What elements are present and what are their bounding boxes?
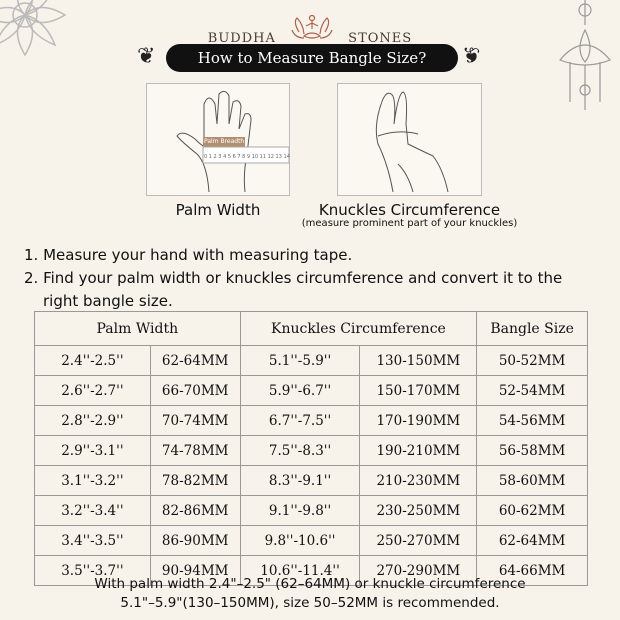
header-bangle-size: Bangle Size: [476, 311, 588, 346]
page-title: How to Measure Bangle Size?: [166, 44, 458, 72]
size-table: Palm Width Knuckles Circumference Bangle…: [34, 311, 588, 586]
table-cell: 3.4''-3.5'': [34, 525, 151, 556]
knuckles-hand-illustration: [375, 91, 449, 193]
table-cell: 150-170MM: [359, 375, 478, 406]
table-cell: 3.2''-3.4'': [34, 495, 151, 526]
left-swirl-ornament: ❦: [137, 44, 156, 69]
table-cell: 60-62MM: [476, 495, 588, 526]
instructions: 1. Measure your hand with measuring tape…: [24, 244, 562, 313]
table-cell: 250-270MM: [359, 525, 478, 556]
table-cell: 230-250MM: [359, 495, 478, 526]
knuckles-subcaption: (measure prominent part of your knuckles…: [301, 218, 518, 229]
brand-left-text: BUDDHA: [207, 31, 276, 46]
table-cell: 7.5''-8.3'': [239, 435, 361, 466]
table-cell: 210-230MM: [359, 465, 478, 496]
table-row: 2.8''-2.9'' 70-74MM 6.7''-7.5'' 170-190MM 54…: [34, 405, 588, 436]
table-cell: 50-52MM: [476, 345, 588, 376]
table-cell: 70-74MM: [149, 405, 241, 436]
palm-hand-illustration: [176, 90, 290, 193]
lotus-mandala-decoration: [0, 0, 67, 57]
header-palm-width: Palm Width: [34, 311, 241, 346]
table-cell: 10.6''-11.4'': [239, 555, 361, 586]
palm-width-image: Palm Breadth 0 1 2 3 4 5 6 7 8 9 10 11 1…: [146, 83, 290, 196]
meditating-lotus-icon: [291, 14, 333, 39]
table-row: 3.2''-3.4'' 82-86MM 9.1''-9.8'' 230-250MM 60…: [34, 495, 588, 526]
note-line-1: With palm width 2.4"–2.5" (62–64MM) or k…: [94, 576, 526, 592]
table-cell: 90-94MM: [149, 555, 241, 586]
table-cell: 74-78MM: [149, 435, 241, 466]
table-row: 2.4''-2.5'' 62-64MM 5.1''-5.9'' 130-150MM 50…: [34, 345, 588, 376]
table-cell: 58-60MM: [476, 465, 588, 496]
brand-logo: BUDDHA STONES: [0, 12, 620, 46]
table-cell: 5.9''-6.7'': [239, 375, 361, 406]
table-cell: 9.8''-10.6'': [239, 525, 361, 556]
step-2: 2. Find your palm width or knuckles circ…: [24, 269, 563, 287]
step-1: 1. Measure your hand with measuring tape…: [24, 246, 353, 264]
table-row: 3.4''-3.5'' 86-90MM 9.8''-10.6'' 250-270MM 6…: [34, 525, 588, 556]
table-cell: 2.8''-2.9'': [34, 405, 151, 436]
table-row: 3.1''-3.2'' 78-82MM 8.3''-9.1'' 210-230MM 58…: [34, 465, 588, 496]
table-cell: 86-90MM: [149, 525, 241, 556]
table-cell: 54-56MM: [476, 405, 588, 436]
step-2-cont: right bangle size.: [43, 292, 173, 310]
table-cell: 78-82MM: [149, 465, 241, 496]
table-cell: 82-86MM: [149, 495, 241, 526]
table-cell: 8.3''-9.1'': [239, 465, 361, 496]
table-row: 2.9''-3.1'' 74-78MM 7.5''-8.3'' 190-210MM 56…: [34, 435, 588, 466]
recommendation-note: With palm width 2.4"–2.5" (62–64MM) or k…: [0, 575, 620, 613]
palm-breadth-label: Palm Breadth: [204, 138, 245, 145]
note-line-2: 5.1"–5.9"(130–150MM), size 50–52MM is re…: [120, 595, 500, 611]
header-knuckles: Knuckles Circumference: [239, 311, 478, 346]
palm-width-caption: Palm Width: [175, 201, 261, 219]
table-cell: 5.1''-5.9'': [239, 345, 361, 376]
right-swirl-ornament: ❦: [462, 44, 481, 69]
table-cell: 2.6''-2.7'': [34, 375, 151, 406]
table-cell: 2.9''-3.1'': [34, 435, 151, 466]
table-cell: 64-66MM: [476, 555, 588, 586]
table-cell: 9.1''-9.8'': [239, 495, 361, 526]
table-cell: 2.4''-2.5'': [34, 345, 151, 376]
knuckles-caption: Knuckles Circumference: [318, 201, 501, 219]
table-cell: 190-210MM: [359, 435, 478, 466]
table-cell: 52-54MM: [476, 375, 588, 406]
table-cell: 3.5''-3.7'': [34, 555, 151, 586]
ruler-scale: 0 1 2 3 4 5 6 7 8 9 10 11 12 13 14: [204, 154, 290, 160]
table-row: 3.5''-3.7'' 90-94MM 10.6''-11.4'' 270-290MM…: [34, 555, 588, 586]
brand-right-text: STONES: [348, 31, 413, 46]
table-cell: 56-58MM: [476, 435, 588, 466]
table-row: 2.6''-2.7'' 66-70MM 5.9''-6.7'' 150-170MM 52…: [34, 375, 588, 406]
table-cell: 62-64MM: [476, 525, 588, 556]
table-cell: 62-64MM: [149, 345, 241, 376]
table-cell: 170-190MM: [359, 405, 478, 436]
knuckles-image: [337, 83, 482, 196]
table-cell: 66-70MM: [149, 375, 241, 406]
table-cell: 6.7''-7.5'': [239, 405, 361, 436]
table-cell: 130-150MM: [359, 345, 478, 376]
table-cell: 3.1''-3.2'': [34, 465, 151, 496]
hanging-lotus-decoration: [559, 0, 611, 110]
